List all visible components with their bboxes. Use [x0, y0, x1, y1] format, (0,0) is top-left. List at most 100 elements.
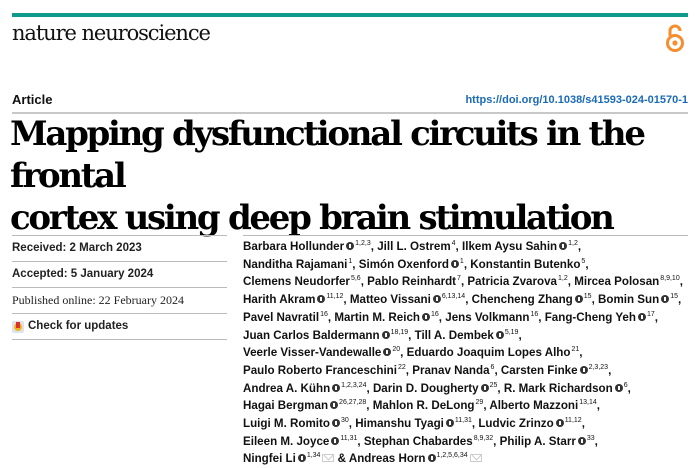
author-name[interactable]: Chencheng Zhang 15 — [471, 293, 592, 307]
affiliation-numbers[interactable]: 16 — [530, 310, 539, 318]
affiliation-numbers[interactable]: 1,34 — [306, 452, 321, 460]
author-name[interactable]: Patricia Zvarova1,2 — [467, 275, 568, 289]
affiliation-numbers[interactable]: 8,9,32 — [473, 434, 494, 442]
affiliation-numbers[interactable]: 29 — [475, 399, 484, 407]
orcid-icon[interactable] — [317, 295, 326, 304]
affiliation-numbers[interactable]: 30 — [340, 417, 349, 425]
affiliation-numbers[interactable]: 1,2,5,6,34 — [436, 452, 468, 460]
affiliation-numbers[interactable]: 4 — [451, 240, 456, 247]
affiliation-numbers[interactable]: 25 — [489, 381, 498, 389]
author-name[interactable]: Ningfei Li 1,34 — [243, 452, 335, 465]
affiliation-numbers[interactable]: 5 — [581, 257, 586, 265]
orcid-icon[interactable] — [331, 419, 340, 428]
affiliation-numbers[interactable]: 11,12 — [326, 293, 344, 301]
affiliation-numbers[interactable]: 17 — [646, 310, 655, 318]
orcid-icon[interactable] — [331, 436, 340, 445]
author-name[interactable]: Bomin Sun 15 — [598, 293, 678, 307]
author-name[interactable]: Alberto Mazzoni13,14 — [489, 399, 597, 413]
author-name[interactable]: Fang-Cheng Yeh 17 — [544, 310, 655, 324]
author-name[interactable]: Pranav Nanda6 — [412, 363, 495, 377]
author-name[interactable]: Stephan Chabardes8,9,32 — [363, 434, 494, 448]
author-name[interactable]: Himanshu Tyagi 11,31 — [355, 417, 472, 431]
orcid-icon[interactable] — [381, 330, 390, 339]
author-name[interactable]: Barbara Hollunder 1,2,3 — [243, 240, 371, 253]
affiliation-numbers[interactable]: 8,9,10 — [660, 275, 680, 283]
orcid-icon[interactable] — [579, 365, 588, 374]
affiliation-numbers[interactable]: 18,19 — [390, 328, 409, 336]
affiliation-numbers[interactable]: 20 — [392, 346, 401, 354]
affiliation-numbers[interactable]: 15 — [670, 293, 678, 301]
affiliation-numbers[interactable]: 33 — [586, 434, 595, 442]
affiliation-numbers[interactable]: 6 — [623, 381, 628, 389]
author-name[interactable]: Andrea A. Kühn 1,2,3,24 — [243, 381, 367, 395]
orcid-icon[interactable] — [555, 419, 564, 428]
email-icon[interactable] — [322, 454, 335, 463]
orcid-icon[interactable] — [297, 454, 306, 463]
author-name[interactable]: Mahlon R. DeLong29 — [372, 399, 484, 413]
orcid-icon[interactable] — [346, 242, 355, 250]
affiliation-numbers[interactable]: 6 — [490, 363, 495, 371]
affiliation-numbers[interactable]: 6,13,14 — [441, 293, 466, 301]
author-name[interactable]: Hagai Bergman 26,27,28 — [243, 399, 367, 413]
author-name[interactable]: Eileen M. Joyce 11,31 — [243, 434, 358, 448]
affiliation-numbers[interactable]: 13,14 — [579, 399, 597, 407]
email-icon[interactable] — [469, 454, 482, 463]
affiliation-numbers[interactable]: 15 — [583, 293, 592, 301]
author-name[interactable]: Harith Akram 11,12 — [243, 293, 344, 307]
affiliation-numbers[interactable]: 1 — [348, 257, 353, 265]
affiliation-numbers[interactable]: 22 — [397, 363, 406, 371]
affiliation-numbers[interactable]: 5,6 — [350, 275, 361, 283]
affiliation-numbers[interactable]: 21 — [571, 346, 580, 354]
author-name[interactable]: Pavel Navratil16 — [243, 310, 328, 324]
affiliation-numbers[interactable]: 16 — [431, 310, 439, 318]
orcid-icon[interactable] — [445, 419, 454, 428]
orcid-icon[interactable] — [427, 454, 436, 463]
author-name[interactable]: Carsten Finke 2,3,23 — [500, 363, 609, 377]
affiliation-numbers[interactable]: 1,2,3,24 — [341, 381, 367, 389]
orcid-icon[interactable] — [559, 242, 568, 250]
author-name[interactable]: Konstantin Butenko5 — [470, 257, 586, 271]
orcid-icon[interactable] — [422, 312, 430, 321]
journal-name[interactable]: nature neuroscience — [12, 21, 211, 45]
affiliation-numbers[interactable]: 1 — [459, 257, 464, 265]
author-name[interactable]: Philip A. Starr 33 — [499, 434, 595, 448]
author-name[interactable]: Paulo Roberto Franceschini22 — [243, 363, 406, 377]
affiliation-numbers[interactable]: 11,12 — [564, 417, 582, 425]
author-name[interactable]: Ilkem Aysu Sahin 1,2 — [462, 240, 578, 253]
affiliation-numbers[interactable]: 5,19 — [504, 328, 519, 336]
affiliation-numbers[interactable]: 1,2,3 — [355, 240, 371, 247]
affiliation-numbers[interactable]: 1,2 — [568, 240, 578, 247]
author-name[interactable]: Juan Carlos Baldermann 18,19 — [243, 328, 409, 342]
orcid-icon[interactable] — [495, 330, 504, 339]
orcid-icon[interactable] — [330, 401, 339, 410]
author-name[interactable]: Martin M. Reich 16 — [334, 310, 439, 324]
author-name[interactable]: Ludvic Zrinzo 11,12 — [478, 417, 582, 431]
orcid-icon[interactable] — [332, 383, 341, 392]
author-name[interactable]: Till A. Dembek 5,19 — [414, 328, 519, 342]
author-name[interactable]: Pablo Reinhardt7 — [367, 275, 461, 289]
author-name[interactable]: Nanditha Rajamani1 — [243, 257, 353, 271]
author-name[interactable]: Jens Volkmann16 — [445, 310, 539, 324]
orcid-icon[interactable] — [480, 383, 489, 392]
author-name[interactable]: Veerle Visser-Vandewalle 20 — [243, 346, 401, 360]
author-name[interactable]: Jill L. Ostrem4 — [377, 240, 456, 253]
affiliation-numbers[interactable]: 16 — [320, 310, 328, 318]
orcid-icon[interactable] — [637, 312, 646, 321]
affiliation-numbers[interactable]: 2,3,23 — [588, 363, 609, 371]
orcid-icon[interactable] — [614, 383, 623, 392]
author-name[interactable]: Andreas Horn 1,2,5,6,34 — [349, 452, 482, 465]
author-name[interactable]: Eduardo Joaquim Lopes Alho21 — [406, 346, 580, 360]
orcid-icon[interactable] — [450, 259, 459, 268]
affiliation-numbers[interactable]: 11,31 — [340, 434, 358, 442]
doi-link[interactable]: https://doi.org/10.1038/s41593-024-01570… — [465, 94, 688, 106]
affiliation-numbers[interactable]: 11,31 — [454, 417, 472, 425]
orcid-icon[interactable] — [661, 295, 670, 304]
affiliation-numbers[interactable]: 7 — [457, 275, 461, 283]
author-name[interactable]: Darin D. Dougherty 25 — [372, 381, 498, 395]
orcid-icon[interactable] — [574, 295, 583, 304]
affiliation-numbers[interactable]: 26,27,28 — [339, 399, 367, 407]
check-for-updates-button[interactable]: Check for updates — [12, 314, 227, 340]
orcid-icon[interactable] — [432, 295, 441, 304]
author-name[interactable]: Simón Oxenford 1 — [358, 257, 464, 271]
orcid-icon[interactable] — [383, 348, 392, 357]
